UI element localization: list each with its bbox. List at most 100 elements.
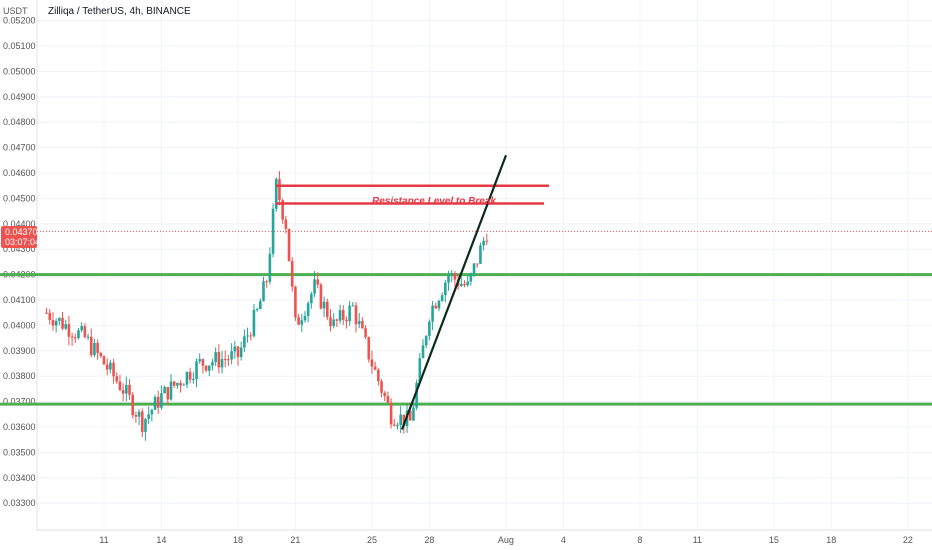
candle-body <box>230 351 233 360</box>
candle-body <box>377 369 380 382</box>
candle-body <box>179 382 182 386</box>
candle-body <box>424 336 428 346</box>
candle-body <box>357 321 361 325</box>
candle-body <box>322 301 326 309</box>
candle-body <box>437 300 441 309</box>
candle-body <box>475 263 479 265</box>
candle-body <box>112 362 115 377</box>
candle-body <box>294 286 297 318</box>
candle-body <box>121 390 125 394</box>
candle-body <box>169 381 173 400</box>
candle-body <box>444 282 447 296</box>
candle-body <box>223 359 227 361</box>
x-tick-label: 25 <box>367 535 377 545</box>
trend-line <box>400 154 508 430</box>
x-tick-label: 18 <box>233 535 243 545</box>
candle-body <box>469 273 473 282</box>
candle-body <box>354 305 358 325</box>
candle-body <box>137 411 141 417</box>
candle-body <box>265 281 268 283</box>
candle-body <box>313 279 316 294</box>
candle-body <box>192 378 195 380</box>
candle-body <box>207 365 211 371</box>
candle-body <box>96 342 99 353</box>
candle-body <box>236 346 240 358</box>
candle-body <box>176 382 179 386</box>
y-tick-label: 0.04600 <box>3 168 36 178</box>
y-tick-label: 0.05200 <box>3 16 36 26</box>
candle-body <box>198 359 201 362</box>
candle-body <box>389 402 393 425</box>
candle-body <box>227 359 230 361</box>
candle-body <box>392 424 396 426</box>
candle-body <box>243 336 246 348</box>
candle-body <box>204 365 208 371</box>
candle-body <box>73 337 77 339</box>
y-tick-label: 0.03500 <box>3 447 36 457</box>
candle-body <box>217 352 221 368</box>
x-axis: 11 14 18 21 25 28 Aug 4 8 11 15 18 22 <box>99 535 913 545</box>
candle-body <box>396 425 399 427</box>
candle-body <box>341 310 345 320</box>
candle-body <box>64 324 68 329</box>
y-tick-label: 0.04500 <box>3 193 36 203</box>
candle-body <box>335 319 339 321</box>
x-tick-label: 22 <box>903 535 913 545</box>
y-tick-label: 0.03600 <box>3 422 36 432</box>
y-tick-label: 0.05000 <box>3 66 36 76</box>
candle-body <box>201 359 205 366</box>
candle-body <box>373 366 377 370</box>
candle-body <box>431 305 434 322</box>
candle-body <box>144 418 147 432</box>
candle-body <box>172 381 176 386</box>
candle-body <box>150 409 154 415</box>
candle-body <box>386 395 390 403</box>
candle-body <box>434 305 438 309</box>
candle-body <box>128 384 131 395</box>
candle-body <box>306 303 310 316</box>
y-tick-label: 0.04100 <box>3 295 36 305</box>
y-tick-label: 0.04700 <box>3 143 36 153</box>
candle-body <box>297 317 300 325</box>
candle-body <box>300 320 304 325</box>
candle-body <box>45 312 48 314</box>
x-tick-label: 21 <box>290 535 300 545</box>
candle-body <box>428 321 431 337</box>
candle-body <box>418 358 422 383</box>
candle-body <box>252 309 256 337</box>
candle-body <box>255 309 259 311</box>
candle-body <box>303 315 307 321</box>
y-tick-label: 0.03900 <box>3 346 36 356</box>
candle-body <box>163 387 166 394</box>
candle-body <box>147 414 150 419</box>
x-tick-label: 15 <box>769 535 779 545</box>
candle-body <box>479 245 482 264</box>
candle-body <box>105 364 109 370</box>
candle-body <box>332 319 335 326</box>
candle-body <box>86 336 90 338</box>
candle-body <box>77 330 80 339</box>
candle-body <box>262 281 265 302</box>
last-price-badge-bg <box>1 226 37 248</box>
candle-body <box>99 352 103 357</box>
candle-body <box>134 415 138 417</box>
candle-body <box>447 275 450 283</box>
candle-body <box>70 336 74 338</box>
candle-body <box>188 371 192 380</box>
candle-body <box>408 410 412 421</box>
x-tick-label: 8 <box>637 535 642 545</box>
candle-body <box>364 328 367 337</box>
x-tick-label: 4 <box>561 535 566 545</box>
candle-body <box>370 359 374 367</box>
candle-body <box>246 335 249 337</box>
candle-body <box>131 394 135 416</box>
candle-body <box>48 312 52 321</box>
candle-body <box>383 392 387 396</box>
candle-body <box>166 387 170 400</box>
candle-body <box>412 407 415 421</box>
candle-body <box>472 263 476 274</box>
candle-body <box>316 279 320 285</box>
candle-body <box>348 305 351 322</box>
